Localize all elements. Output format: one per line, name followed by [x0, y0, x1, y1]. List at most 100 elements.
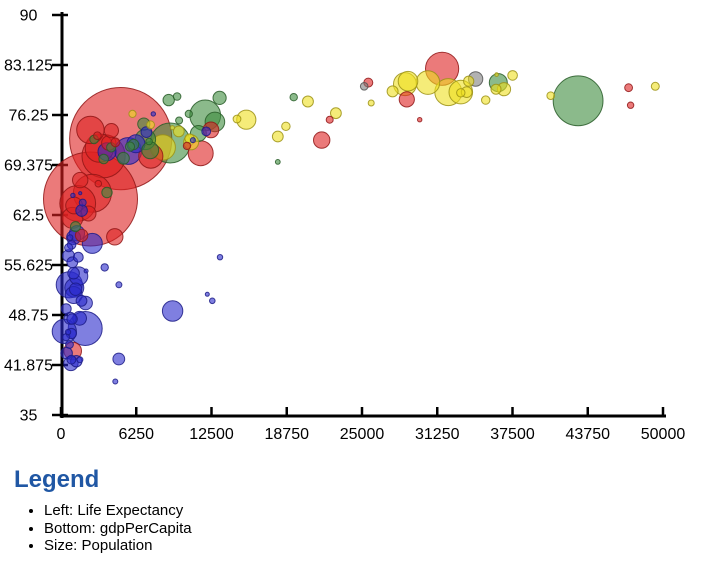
y-tick-label: 76.25: [8, 108, 48, 125]
x-tick-label: 0: [57, 426, 66, 443]
bubble-burkina-faso[interactable]: [69, 282, 83, 296]
bubble-cuba[interactable]: [162, 93, 175, 107]
bubble-guatemala[interactable]: [117, 151, 130, 165]
bubble-croatia[interactable]: [232, 114, 242, 124]
bubble-bahrain[interactable]: [417, 117, 423, 123]
bubble-sweden[interactable]: [463, 75, 475, 87]
x-tick-label: 6250: [118, 426, 154, 443]
bubble-burundi[interactable]: [60, 303, 72, 315]
bubble-gambia[interactable]: [66, 234, 74, 241]
legend-list: Left: Life Expectancy Bottom: gdpPerCapi…: [26, 502, 711, 555]
bubble-singapore[interactable]: [624, 83, 633, 93]
y-tick-label: 41.875: [4, 358, 53, 375]
bubble-hungary[interactable]: [271, 130, 284, 143]
bubble-bolivia[interactable]: [101, 186, 113, 199]
bubble-lesotho[interactable]: [76, 356, 84, 364]
bubble-congo-rep[interactable]: [100, 263, 109, 272]
bubble-somalia[interactable]: [66, 313, 78, 325]
bubble-france[interactable]: [415, 70, 441, 95]
bubble-finland[interactable]: [456, 88, 466, 98]
bubble-benin[interactable]: [72, 251, 84, 263]
bubble-south-africa[interactable]: [161, 300, 184, 322]
bubble-honduras[interactable]: [98, 153, 109, 165]
bubble-reunion[interactable]: [150, 111, 157, 117]
bubble-spain[interactable]: [397, 70, 419, 92]
bubble-west-bank-and-gaza[interactable]: [93, 131, 102, 140]
y-tick-label: 35: [20, 408, 38, 425]
bubble-haiti[interactable]: [70, 221, 81, 233]
bubble-mali[interactable]: [67, 266, 80, 280]
bubble-oman[interactable]: [325, 115, 334, 124]
bubble-chart: 90 83.125 76.25 69.375 62.5 55.625 48.75 41.875…: [4, 8, 686, 444]
bubble-iraq[interactable]: [106, 228, 124, 246]
bubble-denmark[interactable]: [481, 95, 491, 105]
bubble-jordan[interactable]: [110, 137, 121, 148]
bubble-libya[interactable]: [201, 126, 212, 137]
bubble-syria[interactable]: [103, 123, 120, 139]
legend-heading: Legend: [14, 466, 100, 493]
bubble-swaziland[interactable]: [112, 378, 119, 385]
bubble-norway[interactable]: [650, 81, 660, 91]
x-tick-label: 37500: [490, 426, 535, 443]
bubble-montenegro[interactable]: [169, 125, 175, 131]
bubble-jamaica[interactable]: [145, 137, 153, 146]
bubble-austria[interactable]: [490, 83, 502, 95]
x-tick-label: 50000: [641, 426, 686, 443]
bubble-slovenia[interactable]: [367, 99, 375, 107]
bubble-greece[interactable]: [386, 85, 399, 98]
bubble-angola[interactable]: [112, 352, 126, 366]
bubble-cambodia[interactable]: [74, 228, 89, 243]
bubble-el-salvador[interactable]: [124, 141, 136, 152]
y-tick-label: 83.125: [4, 58, 53, 75]
bubble-costa-rica[interactable]: [172, 92, 182, 101]
bubble-puerto-rico[interactable]: [289, 93, 298, 102]
bubble-equatorial-guinea[interactable]: [204, 291, 210, 297]
x-tick-label: 31250: [415, 426, 460, 443]
chart-canvas: 90 83.125 76.25 69.375 62.5 55.625 48.75 41.875…: [4, 8, 686, 444]
bubble-chile[interactable]: [212, 90, 227, 106]
bubble-uruguay[interactable]: [184, 109, 193, 119]
bubble-tunisia[interactable]: [140, 126, 153, 139]
bubble-czech-republic[interactable]: [330, 107, 342, 120]
bubble-kuwait[interactable]: [626, 101, 635, 109]
y-tick-label: 48.75: [8, 308, 48, 325]
x-tick-label: 43750: [566, 426, 611, 443]
bubble-mauritania[interactable]: [78, 198, 87, 207]
bubble-chad[interactable]: [75, 294, 88, 307]
bubble-eritrea[interactable]: [64, 243, 74, 253]
bubble-botswana[interactable]: [209, 297, 216, 305]
bubble-iceland[interactable]: [494, 72, 499, 77]
bubble-mongolia[interactable]: [94, 179, 103, 188]
bubble-sao-tome-and-principe[interactable]: [78, 191, 83, 196]
legend-item-y-axis: Left: Life Expectancy: [44, 502, 711, 520]
bubble-switzerland[interactable]: [507, 70, 518, 81]
y-tick-label: 62.5: [13, 208, 44, 225]
bubble-djibouti[interactable]: [83, 268, 89, 274]
x-tick-label: 25000: [340, 426, 385, 443]
bubble-taiwan[interactable]: [398, 91, 415, 108]
bubble-albania[interactable]: [128, 109, 137, 119]
bubble-gabon[interactable]: [216, 254, 224, 261]
bubble-korea-dem-rep[interactable]: [72, 171, 89, 189]
bubble-bosnia-and-herzegovina[interactable]: [146, 120, 156, 130]
x-tick-label: 12500: [189, 426, 234, 443]
bubble-portugal[interactable]: [301, 95, 314, 108]
bubble-senegal[interactable]: [75, 204, 88, 217]
bubble-united-states[interactable]: [552, 75, 604, 127]
bubble-central-african-republic[interactable]: [65, 340, 74, 349]
bubble-new-zealand[interactable]: [359, 82, 369, 91]
bubble-trinidad-and-tobago[interactable]: [274, 159, 281, 165]
bubble-comoros[interactable]: [70, 192, 76, 199]
bubble-namibia[interactable]: [115, 281, 123, 289]
x-tick-label: 18750: [265, 426, 310, 443]
y-tick-label: 55.625: [4, 258, 53, 275]
bubble-mauritius[interactable]: [189, 137, 196, 144]
bubble-ireland[interactable]: [546, 91, 556, 100]
bubble-lebanon[interactable]: [182, 141, 192, 151]
bubble-saudi-arabia[interactable]: [313, 131, 331, 149]
bubble-sierra-leone[interactable]: [66, 354, 77, 365]
bubble-guinea-bissau[interactable]: [64, 328, 72, 336]
bubble-panama[interactable]: [175, 116, 184, 125]
bubble-serbia[interactable]: [172, 125, 185, 138]
bubble-slovak-republic[interactable]: [281, 121, 291, 132]
